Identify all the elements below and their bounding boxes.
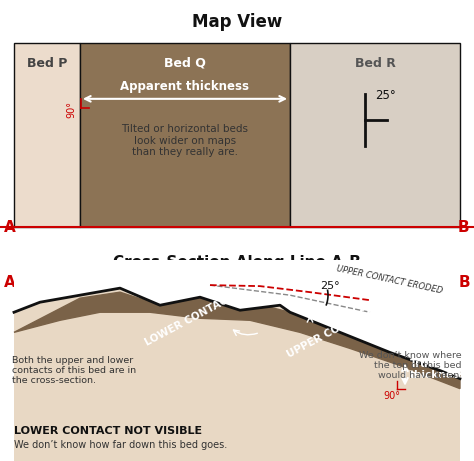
Text: Both the upper and lower
contacts of this bed are in
the cross-section.: Both the upper and lower contacts of thi… [12,355,136,385]
Bar [290,275,460,461]
Text: LOWER CONTACT: LOWER CONTACT [144,292,237,348]
Text: True
thickness: True thickness [410,359,466,380]
Text: 90°: 90° [66,101,76,118]
Text: B: B [458,275,470,290]
Text: Tilted or horizontal beds
look wider on maps
than they really are.: Tilted or horizontal beds look wider on … [121,124,248,157]
Text: We don’t know where
the top of this bed
would have been.: We don’t know where the top of this bed … [359,351,462,380]
Polygon shape [14,260,460,378]
Text: Bed Q: Bed Q [164,57,206,70]
Bar [80,275,290,461]
Text: Bed P: Bed P [27,57,67,70]
Polygon shape [14,292,460,389]
Bar [14,275,460,461]
Text: UPPER CONTACT: UPPER CONTACT [285,305,375,360]
Text: 25°: 25° [375,89,396,102]
Bar [14,275,80,461]
Text: UPPER CONTACT ERODED: UPPER CONTACT ERODED [336,264,444,295]
Text: We don’t know how far down this bed goes.: We don’t know how far down this bed goes… [14,440,227,450]
Text: Map View: Map View [192,13,282,31]
Text: B: B [457,220,469,235]
Text: Cross-Section Along Line A-B: Cross-Section Along Line A-B [113,255,361,270]
Text: 90°: 90° [383,390,400,401]
Text: LOWER CONTACT NOT VISIBLE: LOWER CONTACT NOT VISIBLE [14,426,202,436]
Bar [290,43,460,227]
Bar [14,43,80,227]
Text: 25°: 25° [320,281,340,291]
Bar [80,43,290,227]
Text: Bed R: Bed R [355,57,395,70]
Text: A: A [4,220,16,235]
Text: Apparent thickness: Apparent thickness [120,80,249,93]
Text: A: A [4,275,16,290]
